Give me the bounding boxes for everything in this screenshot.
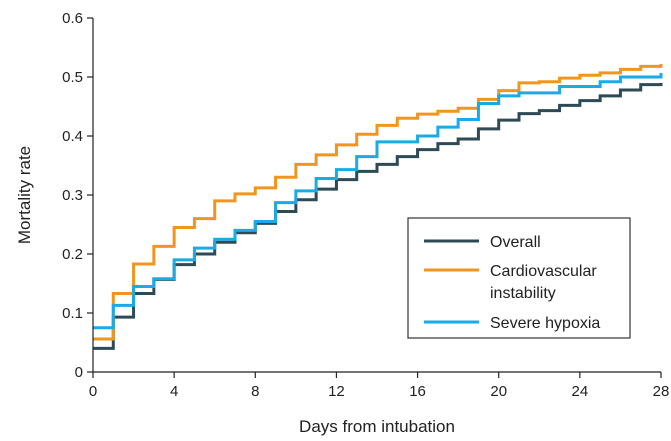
legend-label-line: Cardiovascular xyxy=(490,263,597,280)
y-tick-label: 0 xyxy=(75,364,83,381)
axes-layer: 0 0.1 0.2 0.3 0.4 0.5 0.6 0 4 8 12 16 20 24 28 xyxy=(62,10,669,400)
x-tick-label: 8 xyxy=(251,383,259,400)
legend-label-0: Overall xyxy=(490,234,541,251)
legend-box xyxy=(407,217,631,339)
x-tick-label: 0 xyxy=(89,383,97,400)
x-tick-label: 12 xyxy=(328,383,345,400)
x-axis-title: Days from intubation xyxy=(299,417,455,436)
x-tick-label: 20 xyxy=(490,383,507,400)
y-tick-label: 0.6 xyxy=(62,10,83,27)
x-tick-label: 16 xyxy=(409,383,426,400)
x-tick-label: 4 xyxy=(170,383,178,400)
y-tick-label: 0.2 xyxy=(62,246,83,263)
series-layer xyxy=(93,64,663,350)
legend-items: Overall Cardiovascular instability Severe h… xyxy=(424,234,600,332)
y-tick-label: 0.4 xyxy=(62,128,83,145)
legend-label-2: Severe hypoxia xyxy=(490,315,600,332)
x-tick-label: 24 xyxy=(572,383,589,400)
series-line-2 xyxy=(93,72,663,330)
x-tick-label: 28 xyxy=(653,383,670,400)
legend-label-line: instability xyxy=(490,285,556,302)
y-tick-label: 0.1 xyxy=(62,305,83,322)
legend-label-1: Cardiovascular instability xyxy=(490,263,597,302)
series-line-1 xyxy=(93,64,663,341)
legend: Overall Cardiovascular instability Severe h… xyxy=(407,217,631,339)
y-tick-label: 0.3 xyxy=(62,187,83,204)
y-tick-label: 0.5 xyxy=(62,69,83,86)
y-axis-title: Mortality rate xyxy=(15,146,34,244)
